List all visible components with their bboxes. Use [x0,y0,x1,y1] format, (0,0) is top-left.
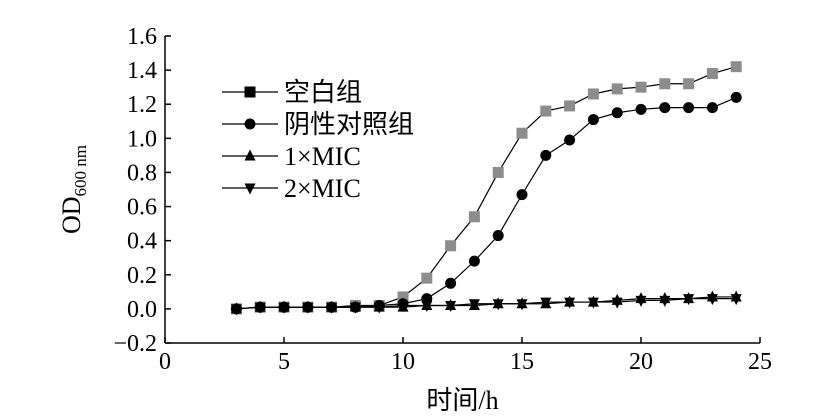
y-tick-label: 0.4 [127,229,157,255]
data-point [540,105,552,117]
data-point [730,294,742,306]
data-point [611,297,623,309]
data-point [516,299,528,311]
data-point [683,78,695,90]
data-point [587,114,599,126]
y-tick-label: 0.6 [127,195,157,221]
data-point [540,149,552,161]
data-point [468,255,480,267]
legend-entry: 2×MIC [222,174,361,203]
data-point [278,302,290,314]
data-point [659,78,671,90]
data-point [659,102,671,114]
data-point [492,299,504,311]
data-point [516,127,528,139]
data-point [468,299,480,311]
legend-label: 空白组 [284,78,362,107]
y-axis-title-main: OD [57,196,86,234]
legend-marker [244,86,256,98]
data-point [635,103,647,115]
data-point [397,291,409,303]
legend-label: 1×MIC [284,142,361,171]
data-point [492,166,504,178]
x-tick-label: 20 [629,349,653,375]
data-point [564,134,576,146]
data-point [659,295,671,307]
data-point [349,302,361,314]
axes: −0.2 0.0 0.2 0.4 0.6 0.8 1.0 1.2 1.4 1.6 0 5 10 15 20 2… [113,24,772,375]
data-point [683,294,695,306]
data-point [445,277,457,289]
legend-marker [244,149,256,161]
data-point [373,302,385,314]
x-tick-label: 10 [391,349,415,375]
data-point [516,189,528,201]
legend-marker [244,183,256,195]
y-tick-label: −0.2 [113,331,157,357]
y-axis-title-sub: 600 nm [71,145,90,196]
data-point [587,88,599,100]
y-tick-label: 1.2 [127,92,157,118]
y-tick-label: 0.8 [127,160,157,186]
data-point [564,297,576,309]
data-point [492,230,504,242]
y-tick-label: 1.4 [127,58,157,84]
x-tick-label: 15 [510,349,534,375]
series-4 [230,294,742,316]
legend-label: 2×MIC [284,174,361,203]
y-tick-label: 0.2 [127,263,157,289]
y-axis-title: OD600 nm [57,145,90,234]
data-point [468,211,480,223]
x-axis-title: 时间/h [426,386,498,415]
series-line [236,298,737,310]
data-point [635,81,647,93]
data-point [706,294,718,306]
data-point [587,297,599,309]
data-point [421,272,433,284]
x-tick-label: 0 [159,349,171,375]
data-point [706,102,718,114]
series-layer [230,61,742,316]
data-point [564,100,576,112]
y-tick-label: 1.0 [127,126,157,152]
data-point [706,68,718,80]
data-point [445,240,457,252]
data-point [635,295,647,307]
x-tick-label: 25 [748,349,772,375]
legend-entry: 1×MIC [222,142,361,171]
y-tick-label: 0.0 [127,297,157,323]
data-point [326,302,338,314]
data-point [730,61,742,73]
y-tick-label: 1.6 [127,24,157,50]
data-point [540,297,552,309]
data-point [254,302,266,314]
legend-entry: 空白组 [222,78,362,107]
data-point [611,83,623,95]
x-tick-label: 5 [278,349,290,375]
data-point [421,300,433,312]
legend-label: 阴性对照组 [284,110,414,139]
legend-marker [244,118,256,130]
data-point [230,304,242,316]
data-point [611,107,623,119]
legend-entry: 阴性对照组 [222,110,414,139]
data-point [397,300,409,312]
data-point [730,91,742,103]
data-point [683,102,695,114]
data-point [445,300,457,312]
data-point [302,302,314,314]
